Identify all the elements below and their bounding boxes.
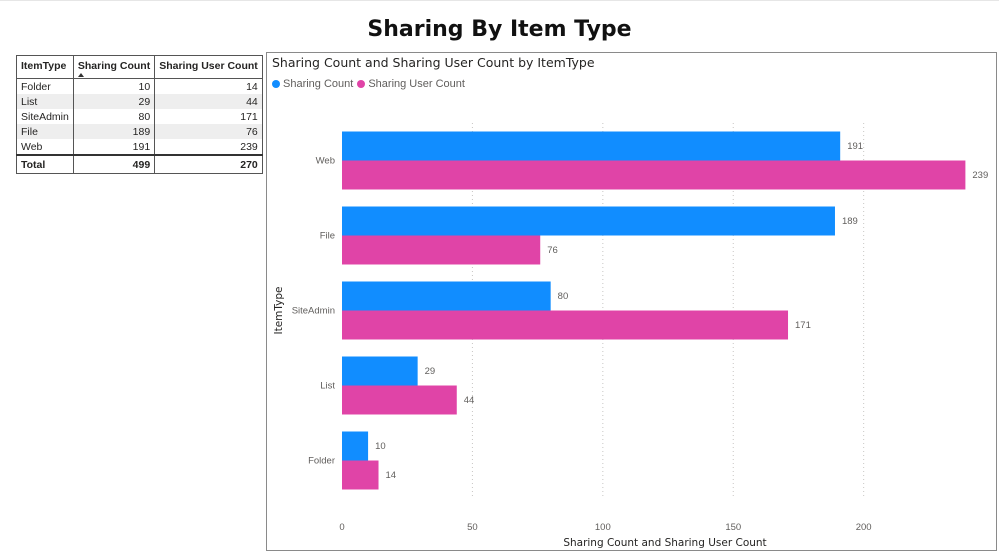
col-header-sharing-count-label: Sharing Count <box>77 60 151 72</box>
x-tick-label: 200 <box>856 522 872 533</box>
chart-title: Sharing Count and Sharing User Count by … <box>272 55 595 70</box>
cell-sharing-user-count: 14 <box>154 78 263 94</box>
legend-dot-sharing-count <box>272 80 280 88</box>
x-tick-label: 50 <box>467 522 478 533</box>
bar-sharing-count <box>342 356 418 386</box>
cell-sharing-user-count: 44 <box>154 94 263 109</box>
bar-sharing-count <box>342 431 369 461</box>
col-header-itemtype[interactable]: ItemType <box>16 55 74 79</box>
col-header-sharing-count[interactable]: Sharing Count <box>72 55 156 79</box>
bar-chart-panel[interactable]: Sharing Count and Sharing User Count by … <box>266 52 997 551</box>
table-row: List 29 44 <box>16 94 263 109</box>
data-label: 10 <box>375 441 386 452</box>
chart-legend: Sharing Count Sharing User Count <box>272 78 465 90</box>
cell-sharing-count: 191 <box>72 139 156 156</box>
y-category-label: Web <box>316 156 335 167</box>
top-divider <box>0 0 999 1</box>
data-label: 29 <box>425 366 436 377</box>
bar-sharing-user-count <box>342 385 457 415</box>
cell-sharing-user-count: 76 <box>154 124 263 139</box>
table-row: SiteAdmin 80 171 <box>16 109 263 124</box>
bar-sharing-count <box>342 131 841 161</box>
x-axis-title: Sharing Count and Sharing User Count <box>563 537 766 549</box>
bar-sharing-user-count <box>342 460 379 490</box>
bar-sharing-count <box>342 281 551 311</box>
data-label: 191 <box>847 141 863 152</box>
col-header-sharing-user-count[interactable]: Sharing User Count <box>154 55 263 79</box>
cell-sharing-count: 80 <box>72 109 156 124</box>
cell-itemtype: File <box>16 124 74 139</box>
x-tick-label: 0 <box>339 522 344 533</box>
table-total-row: Total 499 270 <box>16 154 263 174</box>
cell-total-sharing-count: 499 <box>72 154 156 174</box>
bar-sharing-user-count <box>342 160 966 190</box>
legend-dot-sharing-user-count <box>357 80 366 88</box>
data-label: 171 <box>795 320 811 331</box>
data-label: 239 <box>972 170 988 181</box>
bar-chart-plot: 0 50 100 150 200 Web 191 239 File 189 76 SiteAdmin 8… <box>273 123 988 549</box>
cell-itemtype: SiteAdmin <box>16 109 74 124</box>
cell-sharing-count: 189 <box>72 124 156 139</box>
data-label: 189 <box>842 216 858 227</box>
cell-itemtype: List <box>16 94 74 109</box>
cell-total-sharing-user-count: 270 <box>154 154 263 174</box>
table-row: Web 191 239 <box>16 139 263 156</box>
sharing-table: ItemType Sharing Count Sharing User Coun… <box>16 55 263 174</box>
x-tick-label: 150 <box>725 522 741 533</box>
legend-label-sharing-count: Sharing Count <box>283 78 354 90</box>
cell-sharing-count: 10 <box>72 78 156 94</box>
data-label: 80 <box>558 291 569 302</box>
y-category-label: File <box>320 231 335 242</box>
cell-sharing-user-count: 239 <box>154 139 263 156</box>
sort-ascending-icon <box>77 73 84 77</box>
cell-sharing-user-count: 171 <box>154 109 263 124</box>
legend-item-sharing-count[interactable]: Sharing Count <box>272 78 353 90</box>
y-category-label: List <box>320 381 335 392</box>
legend-label-sharing-user-count: Sharing User Count <box>368 78 465 90</box>
cell-sharing-count: 29 <box>72 94 156 109</box>
y-category-label: SiteAdmin <box>292 306 335 317</box>
table-row: Folder 10 14 <box>16 78 263 94</box>
y-axis-title: ItemType <box>273 286 285 334</box>
legend-item-sharing-user-count[interactable]: Sharing User Count <box>357 78 465 90</box>
page-title: Sharing By Item Type <box>367 17 632 42</box>
x-tick-label: 100 <box>595 522 611 533</box>
table-header-row: ItemType Sharing Count Sharing User Coun… <box>16 55 263 79</box>
bar-sharing-user-count <box>342 310 789 340</box>
data-label: 44 <box>464 395 475 406</box>
table-row: File 189 76 <box>16 124 263 139</box>
bar-sharing-count <box>342 206 835 236</box>
cell-itemtype: Folder <box>16 78 74 94</box>
cell-itemtype: Web <box>16 139 74 156</box>
data-label: 76 <box>547 245 558 256</box>
data-label: 14 <box>386 470 397 481</box>
cell-total-label: Total <box>16 154 74 174</box>
y-category-label: Folder <box>308 456 335 467</box>
bar-sharing-user-count <box>342 235 541 265</box>
